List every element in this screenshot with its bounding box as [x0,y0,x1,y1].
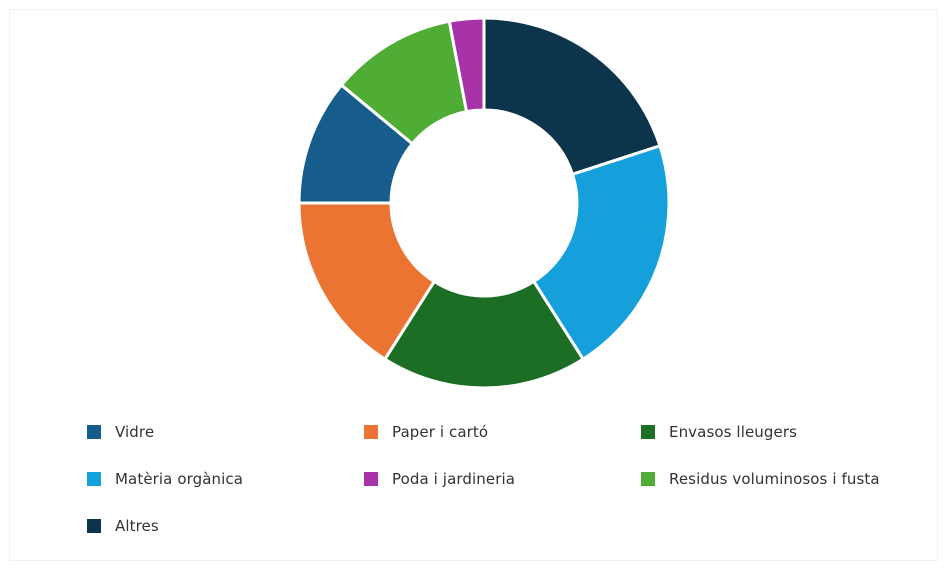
legend-swatch [364,472,378,486]
legend-item-paper-i-carto[interactable]: Paper i cartó [364,420,641,444]
legend-swatch [364,425,378,439]
donut-chart [297,16,671,390]
chart-legend: Vidre Paper i cartó Envasos lleugers Matèri… [87,420,927,538]
legend-swatch [87,472,101,486]
slice-envasos-lleugers[interactable] [383,280,585,390]
legend-swatch [641,425,655,439]
legend-item-poda-i-jardineria[interactable]: Poda i jardineria [364,467,641,491]
slice-altres[interactable] [482,16,662,176]
legend-label: Paper i cartó [392,423,489,441]
legend-label: Altres [115,517,159,535]
legend-item-envasos-lleugers[interactable]: Envasos lleugers [641,420,927,444]
slice-materia-organica[interactable] [532,144,671,361]
legend-item-vidre[interactable]: Vidre [87,420,364,444]
legend-swatch [87,425,101,439]
legend-swatch [641,472,655,486]
legend-label: Poda i jardineria [392,470,516,488]
slice-poda-i-jardineria[interactable] [447,16,486,114]
legend-label: Matèria orgànica [115,470,244,488]
legend-item-materia-organica[interactable]: Matèria orgànica [87,467,364,491]
legend-item-residus-voluminosos-i-fusta[interactable]: Residus voluminosos i fusta [641,467,927,491]
legend-label: Vidre [115,423,155,441]
slice-paper-i-carto[interactable] [297,201,436,361]
legend-swatch [87,519,101,533]
legend-label: Residus voluminosos i fusta [669,470,880,488]
legend-item-altres[interactable]: Altres [87,514,364,538]
legend-label: Envasos lleugers [669,423,798,441]
